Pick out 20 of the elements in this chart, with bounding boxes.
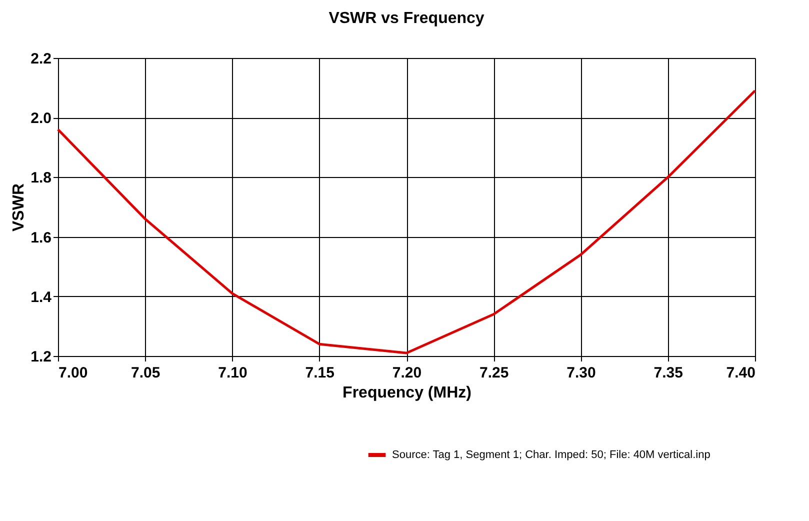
y-tick-label: 1.6 bbox=[30, 229, 52, 246]
x-axis-title: Frequency (MHz) bbox=[342, 384, 472, 402]
y-tick-label: 2.0 bbox=[30, 110, 52, 128]
x-tick-label: 7.35 bbox=[654, 364, 683, 382]
legend-label: Source: Tag 1, Segment 1; Char. Imped: 50; File: 40M vertical.inp bbox=[392, 449, 710, 461]
y-tick-label: 1.8 bbox=[30, 170, 52, 187]
x-tick-label: 7.40 bbox=[726, 364, 756, 382]
x-tick-label: 7.15 bbox=[305, 364, 334, 382]
line-series bbox=[56, 90, 756, 354]
x-tick-label: 7.05 bbox=[131, 364, 160, 382]
x-tick-label: 7.10 bbox=[218, 364, 248, 382]
chart-title: VSWR vs Frequency bbox=[328, 10, 484, 27]
y-tick-label: 2.2 bbox=[30, 50, 52, 68]
x-tick-label: 7.30 bbox=[566, 364, 596, 382]
x-tick-label: 7.25 bbox=[480, 364, 509, 382]
y-tick-label: 1.4 bbox=[30, 288, 52, 306]
y-axis-title: VSWR bbox=[10, 183, 28, 232]
x-tick-label: 7.00 bbox=[58, 364, 88, 382]
x-tick-label: 7.20 bbox=[392, 364, 422, 382]
y-tick-label: 1.2 bbox=[30, 348, 52, 366]
